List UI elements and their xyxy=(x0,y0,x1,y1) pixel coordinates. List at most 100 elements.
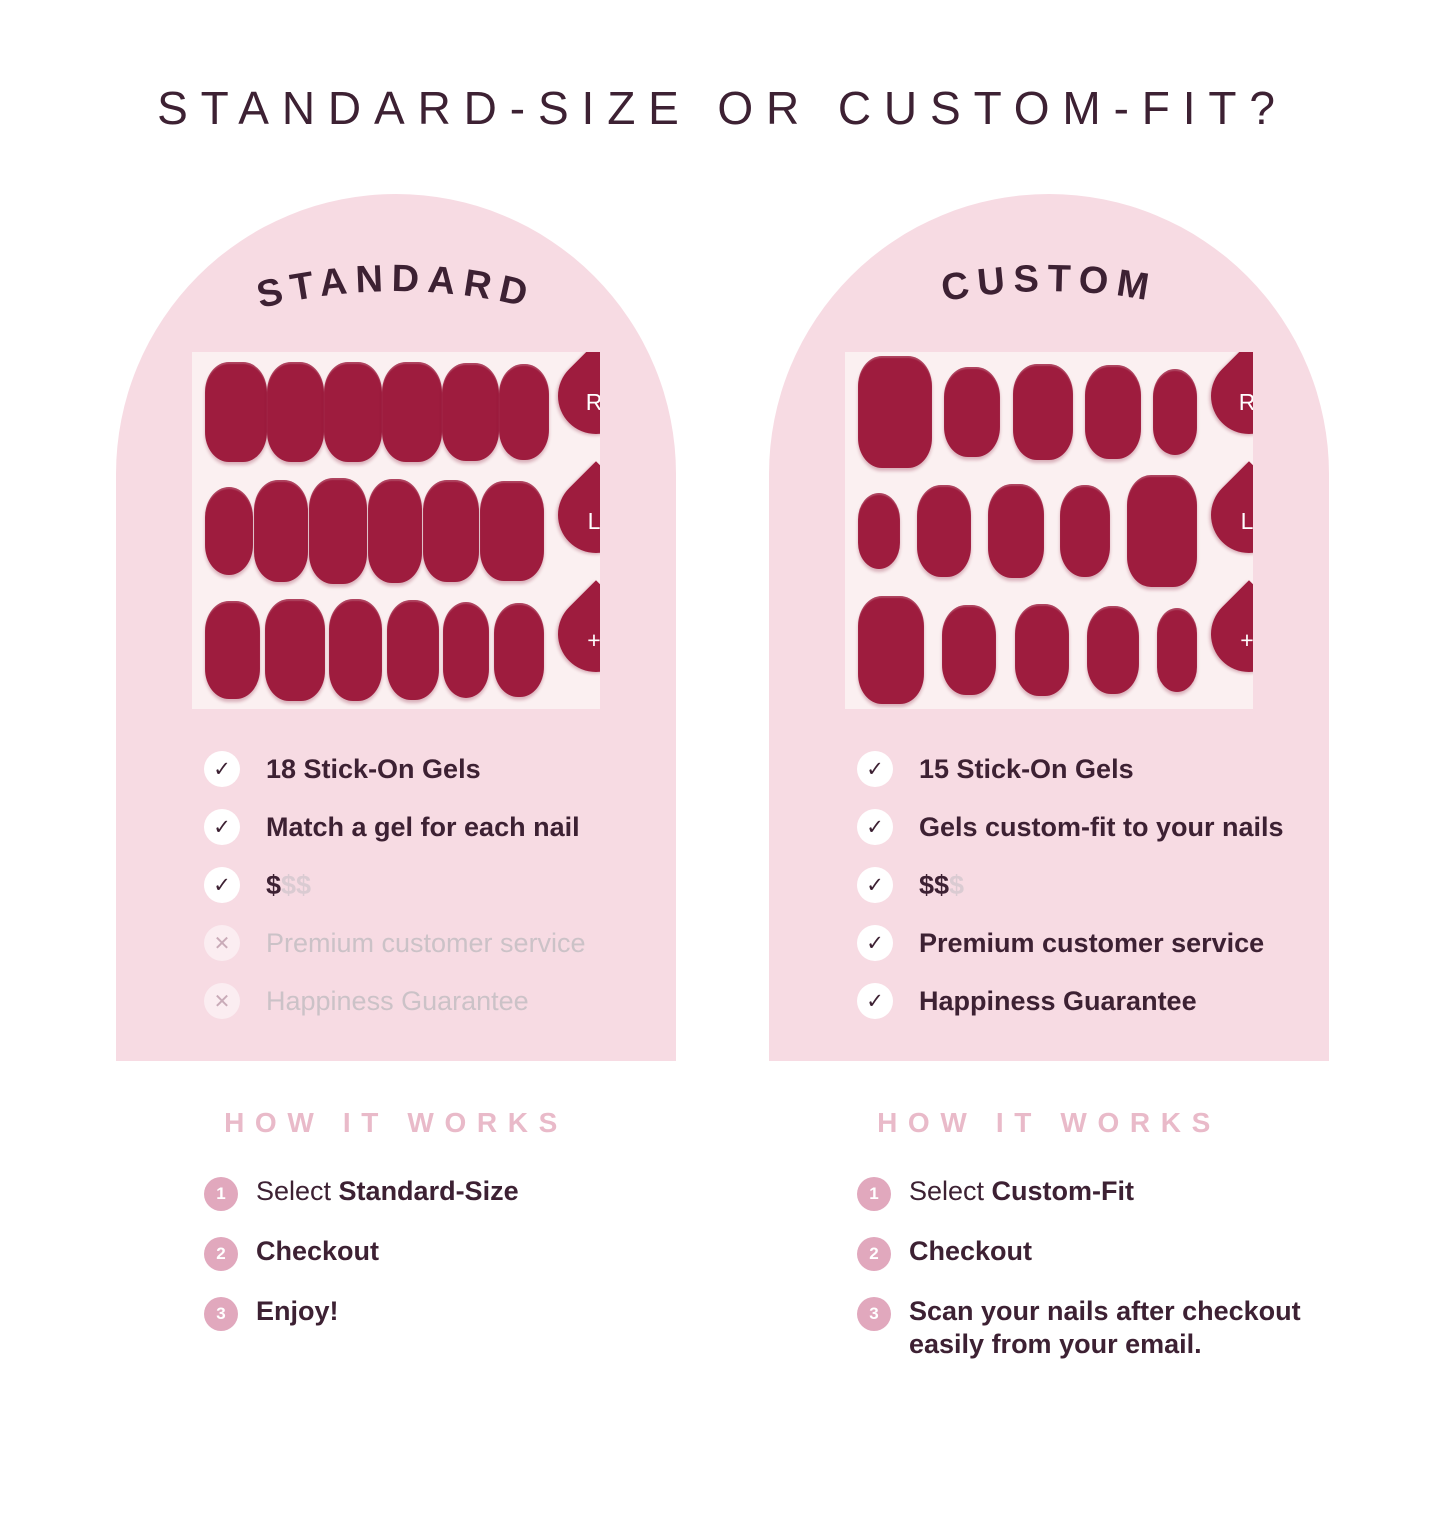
size-tab-label: R xyxy=(1238,388,1253,415)
feature-label: Happiness Guarantee xyxy=(266,985,529,1016)
nail-row xyxy=(845,471,1253,590)
nail-row xyxy=(192,352,600,471)
feature-label: 15 Stick-On Gels xyxy=(919,753,1134,784)
standard-nail-sheet-image: R L + xyxy=(192,352,600,709)
nail-gel xyxy=(254,479,308,582)
nail-gel xyxy=(916,484,971,577)
svg-text:STANDARD: STANDARD xyxy=(253,258,539,317)
nail-gel xyxy=(944,366,1001,457)
feature-label: Happiness Guarantee xyxy=(919,985,1197,1016)
feature-label: Premium customer service xyxy=(266,927,586,958)
check-icon xyxy=(204,809,240,845)
nail-gel xyxy=(1084,364,1141,459)
nail-gel xyxy=(442,362,499,461)
step-row: 1 Select Standard-Size xyxy=(204,1175,676,1211)
feature-row: Premium customer service xyxy=(857,925,1289,961)
feature-row: Happiness Guarantee xyxy=(857,983,1289,1019)
step-row: 2 Checkout xyxy=(857,1235,1329,1271)
feature-label-muted: $$ xyxy=(281,869,312,900)
nail-gel xyxy=(443,601,490,698)
feature-row: $$$ xyxy=(204,867,636,903)
check-icon xyxy=(857,867,893,903)
check-icon xyxy=(857,925,893,961)
nail-gel xyxy=(423,479,479,582)
standard-arch-label: STANDARD xyxy=(253,258,531,317)
nail-gel xyxy=(499,363,549,460)
cross-icon xyxy=(204,925,240,961)
nail-gel xyxy=(480,480,544,581)
custom-column: CUSTOM R L + 15 Stick-On Gels Gels custom-… xyxy=(769,194,1329,1385)
nail-gel xyxy=(1014,603,1069,696)
how-it-works-heading: HOW IT WORKS xyxy=(877,1107,1221,1138)
nail-gel xyxy=(858,595,924,704)
feature-label: Premium customer service xyxy=(919,927,1265,958)
step-text: Select xyxy=(909,1176,992,1206)
custom-feature-list: 15 Stick-On Gels Gels custom-fit to your… xyxy=(857,751,1289,1041)
nail-gel xyxy=(329,598,383,701)
step-text-bold: Checkout xyxy=(256,1236,380,1266)
nail-gel xyxy=(386,599,439,700)
svg-text:CUSTOM: CUSTOM xyxy=(938,258,1159,310)
check-icon xyxy=(204,867,240,903)
step-number-badge: 2 xyxy=(204,1237,238,1271)
nail-gel xyxy=(1086,605,1139,694)
step-row: 3 Enjoy! xyxy=(204,1295,676,1331)
nail-gel xyxy=(309,477,367,584)
step-text-bold: Enjoy! xyxy=(256,1296,339,1326)
nail-gel xyxy=(267,361,324,462)
nail-gel xyxy=(1153,368,1197,455)
nail-gel xyxy=(205,486,253,575)
nail-gel xyxy=(368,478,422,583)
step-row: 3 Scan your nails after checkout easily … xyxy=(857,1295,1329,1361)
size-tab-label: L xyxy=(1240,507,1253,534)
feature-row: Premium customer service xyxy=(204,925,636,961)
feature-row: Gels custom-fit to your nails xyxy=(857,809,1289,845)
feature-label: Match a gel for each nail xyxy=(266,811,580,842)
step-number-badge: 3 xyxy=(204,1297,238,1331)
cross-icon xyxy=(204,983,240,1019)
nail-gel xyxy=(493,602,544,697)
nail-gel xyxy=(858,355,932,468)
step-number-badge: 1 xyxy=(857,1177,891,1211)
step-number-badge: 3 xyxy=(857,1297,891,1331)
comparison-columns: STANDARD R L + 18 Stick-On Gels Match a ge… xyxy=(0,194,1445,1385)
check-icon xyxy=(857,983,893,1019)
step-number-badge: 1 xyxy=(204,1177,238,1211)
step-text-bold: Custom-Fit xyxy=(991,1176,1135,1206)
step-text: Select xyxy=(256,1176,339,1206)
feature-row: 15 Stick-On Gels xyxy=(857,751,1289,787)
custom-steps: 1 Select Custom-Fit 2 Checkout 3 Scan yo… xyxy=(769,1175,1329,1361)
standard-steps: 1 Select Standard-Size 2 Checkout 3 Enjo… xyxy=(116,1175,676,1331)
feature-row: 18 Stick-On Gels xyxy=(204,751,636,787)
size-tab-label: R xyxy=(585,388,600,415)
step-row: 1 Select Custom-Fit xyxy=(857,1175,1329,1211)
check-icon xyxy=(857,809,893,845)
standard-column: STANDARD R L + 18 Stick-On Gels Match a ge… xyxy=(116,194,676,1385)
step-text-bold: Standard-Size xyxy=(338,1176,519,1206)
standard-feature-list: 18 Stick-On Gels Match a gel for each na… xyxy=(204,751,636,1041)
feature-label: Gels custom-fit to your nails xyxy=(919,811,1284,842)
nail-gel xyxy=(264,598,325,701)
nail-gel xyxy=(942,604,997,695)
nail-gel xyxy=(1012,363,1073,460)
step-text-bold: Checkout xyxy=(909,1236,1033,1266)
custom-arch-label: CUSTOM xyxy=(938,258,1151,310)
size-tab-label: L xyxy=(587,507,600,534)
nail-gel xyxy=(987,483,1044,578)
nail-row xyxy=(845,352,1253,471)
custom-nail-sheet-image: R L + xyxy=(845,352,1253,709)
step-text-bold: Scan your nails after checkout easily fr… xyxy=(909,1296,1301,1359)
page-title: STANDARD-SIZE OR CUSTOM-FIT? xyxy=(157,82,1288,134)
nail-row xyxy=(192,471,600,590)
nail-gel xyxy=(1127,474,1197,587)
feature-row: $$$ xyxy=(857,867,1289,903)
step-number-badge: 2 xyxy=(857,1237,891,1271)
size-tab-label: + xyxy=(1240,626,1253,653)
nail-gel xyxy=(324,361,382,462)
standard-card: STANDARD R L + 18 Stick-On Gels Match a ge… xyxy=(116,194,676,1061)
custom-arch-curve: CUSTOM xyxy=(938,258,1159,310)
nail-gel xyxy=(1060,484,1111,577)
step-row: 2 Checkout xyxy=(204,1235,676,1271)
nail-row xyxy=(845,590,1253,709)
nail-gel xyxy=(382,361,442,462)
